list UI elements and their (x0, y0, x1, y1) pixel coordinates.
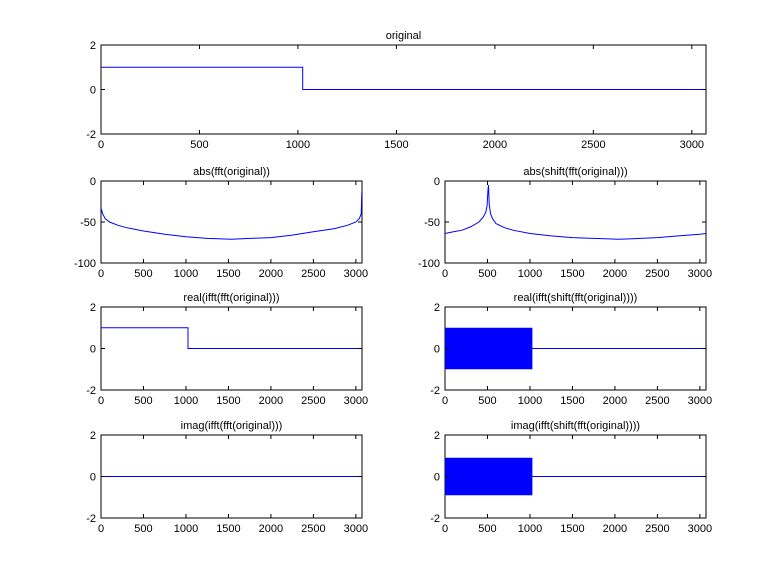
x-tick-label: 2500 (645, 523, 669, 535)
x-tick-label: 2500 (301, 268, 325, 280)
subplot-abs-fft: 0 500 1000 1500 2000 2500 3000 -100 -50 0 abs(fft(… (74, 166, 368, 280)
x-tick-label: 2000 (603, 268, 627, 280)
y-tick-label: 0 (434, 344, 440, 356)
y-tick-label: -50 (424, 217, 440, 229)
x-tick-label: 1500 (560, 268, 584, 280)
y-tick-label: 0 (90, 472, 96, 484)
plot-area (445, 327, 706, 370)
y-tick-label: -50 (80, 217, 96, 229)
plot-area (101, 327, 362, 349)
plot-area (101, 192, 362, 240)
x-tick-label: 500 (190, 139, 208, 151)
subplot-title: original (386, 30, 421, 42)
y-tick-label: 0 (90, 176, 96, 188)
subplot-title: imag(ifft(shift(fft(original)))) (511, 420, 640, 432)
series-line (101, 327, 362, 349)
y-tick-label: -2 (86, 129, 96, 141)
x-tick-label: 2500 (301, 523, 325, 535)
x-tick-label: 1000 (518, 395, 542, 407)
subplot-title: abs(fft(original)) (193, 166, 270, 178)
x-tick-label: 1500 (560, 395, 584, 407)
x-tick-label: 1000 (174, 268, 198, 280)
axes-box (444, 180, 707, 264)
x-tick-label: 1500 (216, 268, 240, 280)
subplot-title: imag(ifft(fft(original))) (181, 420, 283, 432)
x-tick-label: 3000 (680, 139, 704, 151)
x-tick-label: 500 (134, 268, 152, 280)
x-tick-label: 3000 (688, 395, 712, 407)
x-tick-label: 0 (442, 523, 448, 535)
x-tick-label: 0 (98, 139, 104, 151)
y-tick-label: 0 (90, 344, 96, 356)
x-tick-label: 0 (98, 523, 104, 535)
y-tick-label: 2 (90, 430, 96, 442)
subplot-title: abs(shift(fft(original))) (523, 166, 627, 178)
subplot-imag-ifft-shift-fft: 0 500 1000 1500 2000 2500 3000-202imag(ifft(sh… (430, 420, 712, 535)
x-tick-label: 0 (98, 395, 104, 407)
plot-area (445, 185, 706, 240)
subplot-title: real(ifft(fft(original))) (183, 292, 279, 304)
x-tick-label: 1000 (174, 395, 198, 407)
y-tick-label: 0 (434, 472, 440, 484)
x-tick-label: 2500 (301, 395, 325, 407)
y-tick-label: -2 (430, 513, 440, 525)
x-tick-label: 2500 (581, 139, 605, 151)
series-line (101, 192, 362, 240)
x-tick-label: 2500 (645, 268, 669, 280)
y-tick-label: -2 (86, 513, 96, 525)
x-tick-label: 0 (442, 268, 448, 280)
series-line (101, 66, 706, 90)
subplot-real-ifft-fft: 0 500 1000 1500 2000 2500 3000-202real(ifft(ff… (86, 292, 368, 407)
x-tick-label: 3000 (344, 268, 368, 280)
x-tick-label: 3000 (344, 395, 368, 407)
x-tick-label: 3000 (688, 523, 712, 535)
x-tick-label: 0 (442, 395, 448, 407)
x-tick-label: 500 (478, 395, 496, 407)
x-tick-label: 3000 (344, 523, 368, 535)
x-tick-label: 500 (134, 395, 152, 407)
x-tick-label: 2000 (259, 268, 283, 280)
x-tick-label: 1500 (384, 139, 408, 151)
x-tick-label: 500 (478, 268, 496, 280)
x-tick-label: 2500 (645, 395, 669, 407)
x-tick-label: 2000 (483, 139, 507, 151)
x-tick-label: 2000 (603, 395, 627, 407)
x-tick-label: 3000 (688, 268, 712, 280)
y-tick-label: 2 (434, 302, 440, 314)
x-tick-label: 1000 (518, 268, 542, 280)
x-tick-label: 1500 (560, 523, 584, 535)
y-tick-label: -100 (418, 258, 440, 270)
x-tick-label: 1000 (286, 139, 310, 151)
y-tick-label: 0 (90, 85, 96, 97)
y-tick-label: 2 (434, 430, 440, 442)
subplot-title: real(ifft(shift(fft(original)))) (514, 292, 638, 304)
y-tick-label: 0 (434, 176, 440, 188)
y-tick-label: -100 (74, 258, 96, 270)
subplot-imag-ifft-fft: 0 500 1000 1500 2000 2500 3000-202imag(ifft(ff… (86, 420, 368, 535)
axes-box (100, 180, 363, 264)
x-tick-label: 2000 (259, 523, 283, 535)
oscillation-band (445, 457, 533, 496)
y-tick-label: -2 (86, 385, 96, 397)
subplot-abs-shift-fft: 0 500 1000 1500 2000 2500 3000 -100 -50 0 abs(shif… (418, 166, 712, 280)
y-tick-label: 2 (90, 40, 96, 52)
series-line (445, 185, 706, 240)
x-tick-label: 1500 (216, 523, 240, 535)
plot-area (101, 66, 706, 90)
oscillation-band (445, 327, 533, 370)
plot-area (445, 457, 706, 496)
x-tick-label: 500 (134, 523, 152, 535)
y-tick-label: -2 (430, 385, 440, 397)
x-tick-label: 0 (98, 268, 104, 280)
x-tick-label: 500 (478, 523, 496, 535)
x-tick-label: 1000 (518, 523, 542, 535)
x-tick-label: 2000 (603, 523, 627, 535)
x-tick-label: 1000 (174, 523, 198, 535)
x-tick-label: 1500 (216, 395, 240, 407)
x-tick-label: 2000 (259, 395, 283, 407)
y-tick-label: 2 (90, 302, 96, 314)
subplot-real-ifft-shift-fft: 0 500 1000 1500 2000 2500 3000-202real(ifft(sh… (430, 292, 712, 407)
